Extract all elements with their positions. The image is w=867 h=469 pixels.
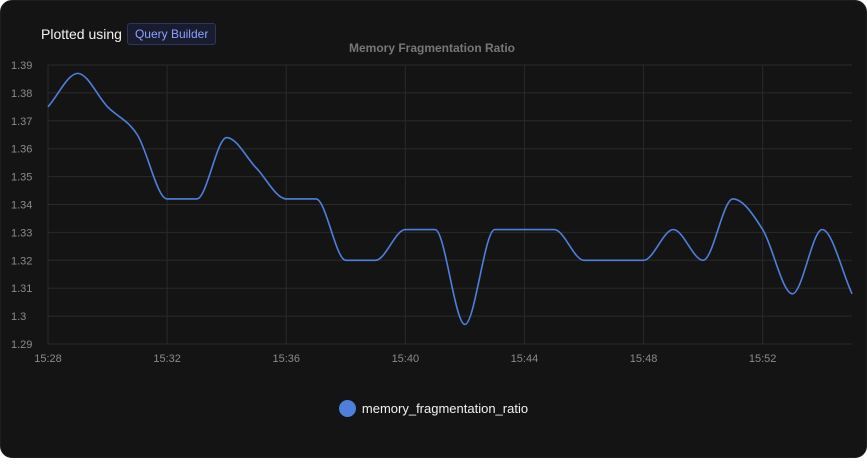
y-tick-label: 1.32 [11,255,32,267]
y-tick-label: 1.38 [11,88,32,100]
chart-panel: Plotted using Query Builder Memory Fragm… [0,0,867,458]
legend: memory_fragmentation_ratio [1,400,866,417]
grid-layer [47,64,852,345]
x-tick-label: 15:52 [749,353,777,365]
panel-header: Plotted using Query Builder [41,23,217,45]
data-point[interactable] [581,257,587,263]
data-point[interactable] [819,227,825,233]
tick-layer: 1.39 1.38 1.37 1.36 1.35 1.34 1.33 1.32 1.31 1.3 1… [11,60,776,365]
data-point[interactable] [253,165,259,171]
data-point[interactable] [432,227,438,233]
data-point[interactable] [164,196,170,202]
legend-label[interactable]: memory_fragmentation_ratio [361,401,529,416]
y-tick-label: 1.36 [11,144,32,156]
legend-dot[interactable] [338,400,356,417]
x-tick-label: 15:28 [34,353,62,365]
data-point[interactable] [134,132,140,138]
plotted-using-label: Plotted using [41,26,122,42]
data-point[interactable] [402,227,408,233]
data-point[interactable] [849,291,855,297]
x-tick-label: 15:32 [153,353,181,365]
x-tick-label: 15:40 [392,353,420,365]
y-tick-label: 1.37 [11,116,32,128]
query-builder-badge[interactable]: Query Builder [126,23,217,45]
data-point[interactable] [700,257,706,263]
data-point[interactable] [45,104,51,110]
data-point[interactable] [521,227,527,233]
y-tick-label: 1.29 [11,339,32,351]
data-point[interactable] [343,257,349,263]
data-point[interactable] [760,227,766,233]
data-point[interactable] [670,227,676,233]
x-tick-label: 15:36 [272,353,300,365]
data-point[interactable] [730,196,736,202]
data-point[interactable] [492,227,498,233]
y-tick-label: 1.34 [11,200,32,212]
x-tick-label: 15:44 [511,353,539,365]
data-point[interactable] [462,321,468,327]
data-point[interactable] [373,257,379,263]
data-point[interactable] [789,291,795,297]
data-point[interactable] [224,135,230,141]
series-line-memory_fragmentation_ratio[interactable] [47,72,853,326]
data-point[interactable] [551,227,557,233]
x-tick-label: 15:48 [630,353,658,365]
y-tick-label: 1.35 [11,172,32,184]
series-layer [47,72,853,326]
data-point[interactable] [194,196,200,202]
y-tick-label: 1.33 [11,227,32,239]
y-tick-label: 1.39 [11,60,32,72]
line-chart: Memory Fragmentation Ratio 1.391.381.371… [11,41,855,365]
data-point[interactable] [283,196,289,202]
data-point[interactable] [313,196,319,202]
data-point[interactable] [75,70,81,76]
chart-title: Memory Fragmentation Ratio [349,41,515,55]
points-layer [45,70,855,327]
data-point[interactable] [105,104,111,110]
data-point[interactable] [611,257,617,263]
y-tick-label: 1.31 [11,283,32,295]
data-point[interactable] [641,257,647,263]
y-tick-label: 1.3 [11,311,26,323]
